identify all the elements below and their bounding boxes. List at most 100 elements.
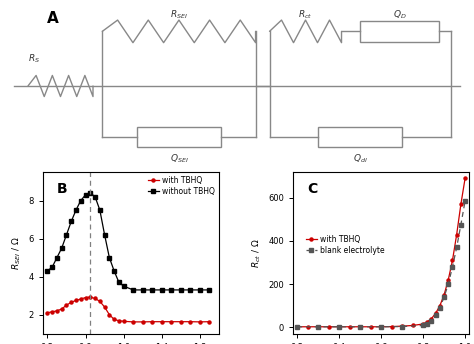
Text: $R_S$: $R_S$: [28, 53, 40, 65]
Line: with TBHQ: with TBHQ: [46, 295, 211, 323]
with TBHQ: [326, 325, 331, 329]
with TBHQ: [368, 325, 374, 329]
blank electrolyte: [437, 306, 443, 310]
without TBHQ: [45, 269, 50, 273]
without TBHQ: [149, 288, 155, 292]
Line: with TBHQ: with TBHQ: [296, 177, 466, 328]
Text: A: A: [46, 11, 58, 26]
blank electrolyte: [433, 313, 438, 318]
with TBHQ: [410, 323, 415, 327]
without TBHQ: [92, 195, 98, 199]
with TBHQ: [188, 320, 193, 324]
with TBHQ: [305, 325, 310, 329]
with TBHQ: [73, 298, 79, 302]
with TBHQ: [116, 319, 122, 323]
without TBHQ: [59, 246, 64, 250]
Bar: [319, 127, 402, 147]
Text: B: B: [57, 182, 67, 196]
without TBHQ: [78, 198, 83, 203]
without TBHQ: [97, 208, 103, 212]
with TBHQ: [207, 320, 212, 324]
blank electrolyte: [462, 199, 468, 203]
Text: $Q_{SEI}$: $Q_{SEI}$: [170, 153, 188, 165]
with TBHQ: [159, 320, 164, 324]
without TBHQ: [73, 208, 79, 212]
with TBHQ: [59, 307, 64, 311]
blank electrolyte: [378, 325, 384, 329]
Legend: with TBHQ, blank electrolyte: with TBHQ, blank electrolyte: [306, 235, 385, 255]
Text: $R_{SEI}$: $R_{SEI}$: [170, 8, 188, 21]
blank electrolyte: [454, 245, 459, 249]
with TBHQ: [45, 311, 50, 315]
with TBHQ: [88, 295, 93, 299]
with TBHQ: [102, 305, 108, 309]
with TBHQ: [446, 278, 451, 282]
with TBHQ: [450, 258, 456, 262]
with TBHQ: [64, 303, 69, 307]
with TBHQ: [149, 320, 155, 324]
without TBHQ: [140, 288, 146, 292]
without TBHQ: [54, 256, 60, 260]
with TBHQ: [178, 320, 183, 324]
without TBHQ: [159, 288, 164, 292]
without TBHQ: [88, 191, 93, 195]
blank electrolyte: [357, 325, 363, 329]
with TBHQ: [49, 310, 55, 314]
Bar: [137, 127, 221, 147]
blank electrolyte: [424, 322, 430, 326]
Text: C: C: [307, 182, 317, 196]
with TBHQ: [424, 320, 430, 324]
with TBHQ: [337, 325, 342, 329]
without TBHQ: [207, 288, 212, 292]
Text: $Q_D$: $Q_D$: [393, 8, 406, 21]
Line: without TBHQ: without TBHQ: [46, 191, 211, 291]
with TBHQ: [168, 320, 174, 324]
Text: $Q_{dl}$: $Q_{dl}$: [353, 153, 367, 165]
Line: blank electrolyte: blank electrolyte: [296, 200, 466, 328]
blank electrolyte: [441, 295, 447, 299]
Text: $R_{ct}$: $R_{ct}$: [298, 8, 313, 21]
with TBHQ: [437, 304, 443, 308]
with TBHQ: [78, 297, 83, 301]
with TBHQ: [54, 309, 60, 313]
without TBHQ: [107, 256, 112, 260]
with TBHQ: [82, 295, 88, 300]
without TBHQ: [116, 280, 122, 284]
blank electrolyte: [446, 282, 451, 286]
with TBHQ: [378, 325, 384, 329]
without TBHQ: [178, 288, 183, 292]
blank electrolyte: [458, 223, 464, 227]
with TBHQ: [68, 300, 74, 304]
with TBHQ: [294, 325, 300, 329]
blank electrolyte: [420, 323, 426, 327]
Bar: [360, 21, 439, 42]
with TBHQ: [197, 320, 203, 324]
with TBHQ: [389, 324, 394, 329]
Y-axis label: $R_{SEI}$ / $\Omega$: $R_{SEI}$ / $\Omega$: [10, 236, 23, 270]
with TBHQ: [130, 320, 136, 324]
with TBHQ: [462, 176, 468, 181]
with TBHQ: [140, 320, 146, 324]
blank electrolyte: [428, 319, 434, 323]
blank electrolyte: [399, 324, 405, 329]
without TBHQ: [168, 288, 174, 292]
with TBHQ: [441, 293, 447, 297]
without TBHQ: [82, 193, 88, 197]
with TBHQ: [399, 324, 405, 328]
with TBHQ: [121, 319, 127, 323]
without TBHQ: [111, 269, 117, 273]
with TBHQ: [92, 297, 98, 301]
without TBHQ: [121, 284, 127, 288]
without TBHQ: [102, 233, 108, 237]
without TBHQ: [68, 219, 74, 224]
without TBHQ: [197, 288, 203, 292]
blank electrolyte: [337, 325, 342, 329]
without TBHQ: [64, 233, 69, 237]
with TBHQ: [428, 316, 434, 321]
with TBHQ: [454, 233, 459, 237]
blank electrolyte: [450, 265, 456, 269]
with TBHQ: [315, 325, 321, 329]
with TBHQ: [357, 325, 363, 329]
without TBHQ: [130, 288, 136, 292]
blank electrolyte: [294, 325, 300, 329]
